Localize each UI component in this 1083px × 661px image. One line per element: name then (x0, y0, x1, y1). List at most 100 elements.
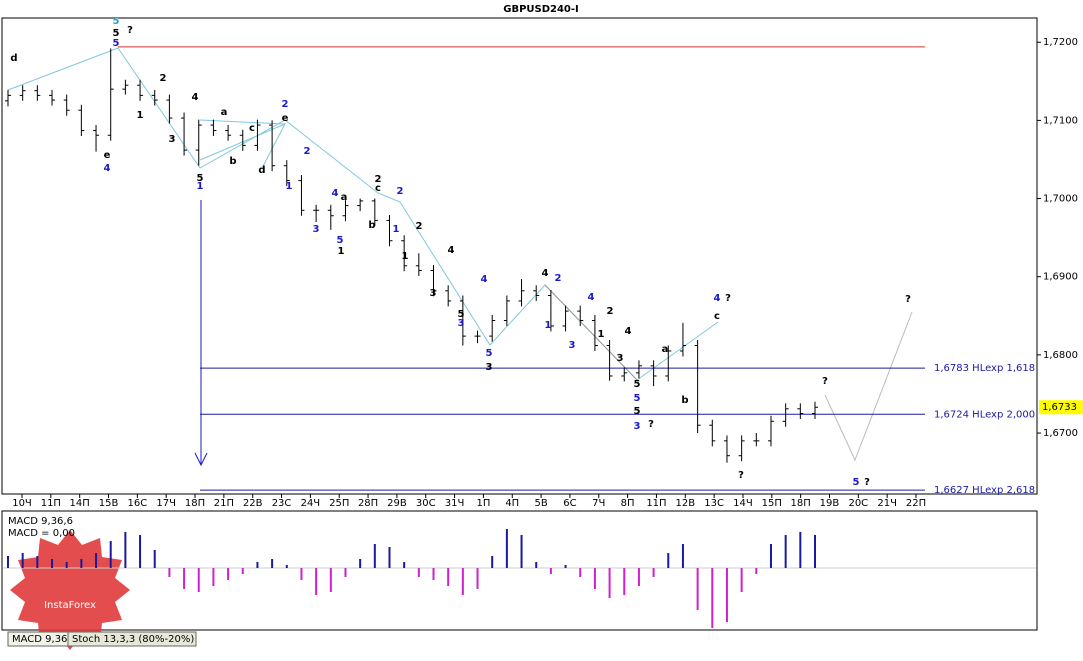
macd-bar (51, 559, 54, 568)
wave-label: e (282, 113, 289, 124)
wave-label: 1 (545, 320, 552, 331)
wave-label: 5 (113, 28, 120, 39)
macd-bar (65, 562, 68, 568)
macd-bar (491, 556, 494, 568)
wave-label: 2 (397, 186, 404, 197)
wave-label: ? (864, 477, 870, 488)
wave-label: 3 (569, 340, 576, 351)
tab-label[interactable]: MACD 9,36,6 (12, 634, 77, 645)
wave-label: 1 (286, 181, 293, 192)
macd-bar (388, 547, 391, 568)
wave-label: ? (725, 293, 731, 304)
wave-label: b (229, 156, 236, 167)
wave-label: ? (905, 294, 911, 305)
current-price-box (1039, 400, 1083, 415)
wave-label: ? (822, 376, 828, 387)
macd-bar (197, 568, 200, 592)
wave-label: 1 (402, 251, 409, 262)
level-label: 1,6627 HLexp 2,618 (934, 485, 1035, 496)
macd-bar (740, 568, 743, 592)
wave-label: 3 (458, 318, 465, 329)
wave-label: c (375, 183, 381, 194)
macd-bar (784, 535, 787, 568)
wave-label: 4 (542, 268, 549, 279)
wave-label: c (249, 123, 255, 134)
current-price-label: 1,6733 (1042, 402, 1077, 413)
tab-label[interactable]: Stoch 13,3,3 (80%-20%) (72, 634, 194, 645)
x-tick-label: 15В (99, 498, 119, 509)
wave-label: 2 (416, 221, 423, 232)
wave-label: 5 (634, 406, 641, 417)
x-tick-label: 21Ч (877, 498, 897, 509)
macd-bar (168, 568, 171, 577)
x-tick-label: 24Ч (301, 498, 321, 509)
macd-bar (183, 568, 186, 589)
macd-bar (153, 550, 156, 568)
x-tick-label: 15П (762, 498, 782, 509)
x-tick-label: 1П (476, 498, 490, 509)
macd-bar (285, 565, 288, 568)
macd-bar (256, 562, 259, 568)
macd-bar (80, 559, 83, 568)
macd-bar (7, 556, 9, 568)
macd-bar (549, 568, 552, 574)
wave-label: 4 (714, 293, 721, 304)
macd-bar (329, 568, 332, 592)
wave-label: 4 (588, 292, 595, 303)
wave-label: 5 (337, 235, 344, 246)
macd-bar (564, 565, 567, 568)
macd-bar (359, 559, 362, 568)
macd-bar (579, 568, 582, 577)
macd-bar (300, 568, 303, 580)
macd-bar (505, 529, 508, 568)
macd-bar (36, 556, 39, 568)
macd-bar (696, 568, 699, 610)
macd-bar (535, 562, 538, 568)
macd-bar (95, 553, 98, 568)
macd-bar (711, 568, 714, 628)
wave-line (199, 119, 287, 169)
x-tick-label: 29В (387, 498, 407, 509)
wave-label: ? (648, 419, 654, 430)
x-tick-label: 17Ч (156, 498, 176, 509)
wave-label: 4 (448, 245, 455, 256)
macd-bar (461, 568, 464, 595)
x-tick-label: 14Ч (733, 498, 753, 509)
wave-label: 3 (169, 134, 176, 145)
macd-bar (725, 568, 728, 622)
x-tick-label: 16С (127, 498, 147, 509)
logo: InstaForex (10, 530, 130, 650)
x-tick-label: 30С (416, 498, 436, 509)
macd-bar (109, 541, 112, 568)
macd-bar (799, 532, 802, 568)
macd-bar (344, 568, 347, 577)
wave-label: 3 (486, 362, 493, 373)
price-panel (1, 17, 1038, 495)
wave-label: a (221, 107, 228, 118)
x-tick-label: 8П (621, 498, 635, 509)
wave-label: 4 (192, 92, 199, 103)
macd-bar (241, 568, 244, 574)
wave-label: e (104, 150, 111, 161)
x-tick-label: 18П (185, 498, 205, 509)
macd-bar (124, 532, 127, 568)
wave-label: 4 (625, 326, 632, 337)
wave-label: 3 (430, 288, 437, 299)
wave-label: 5 (113, 16, 120, 27)
x-tick-label: 13С (704, 498, 724, 509)
macd-bar (212, 568, 215, 586)
wave-label: 1 (393, 224, 400, 235)
wave-label: 1 (197, 181, 204, 192)
x-tick-label: 14П (70, 498, 90, 509)
wave-label: a (341, 192, 348, 203)
wave-label: ? (127, 25, 133, 36)
wave-label: 1 (598, 329, 605, 340)
tab[interactable] (67, 631, 197, 647)
y-tick-label: 1,7200 (1043, 37, 1078, 48)
wave-label: 5 (458, 309, 465, 320)
macd-label: MACD 9,36,6 (8, 516, 73, 527)
wave-line (544, 284, 638, 381)
level-label: 1,6724 HLexp 2,000 (934, 409, 1035, 420)
wave-label: 5 (634, 379, 641, 390)
